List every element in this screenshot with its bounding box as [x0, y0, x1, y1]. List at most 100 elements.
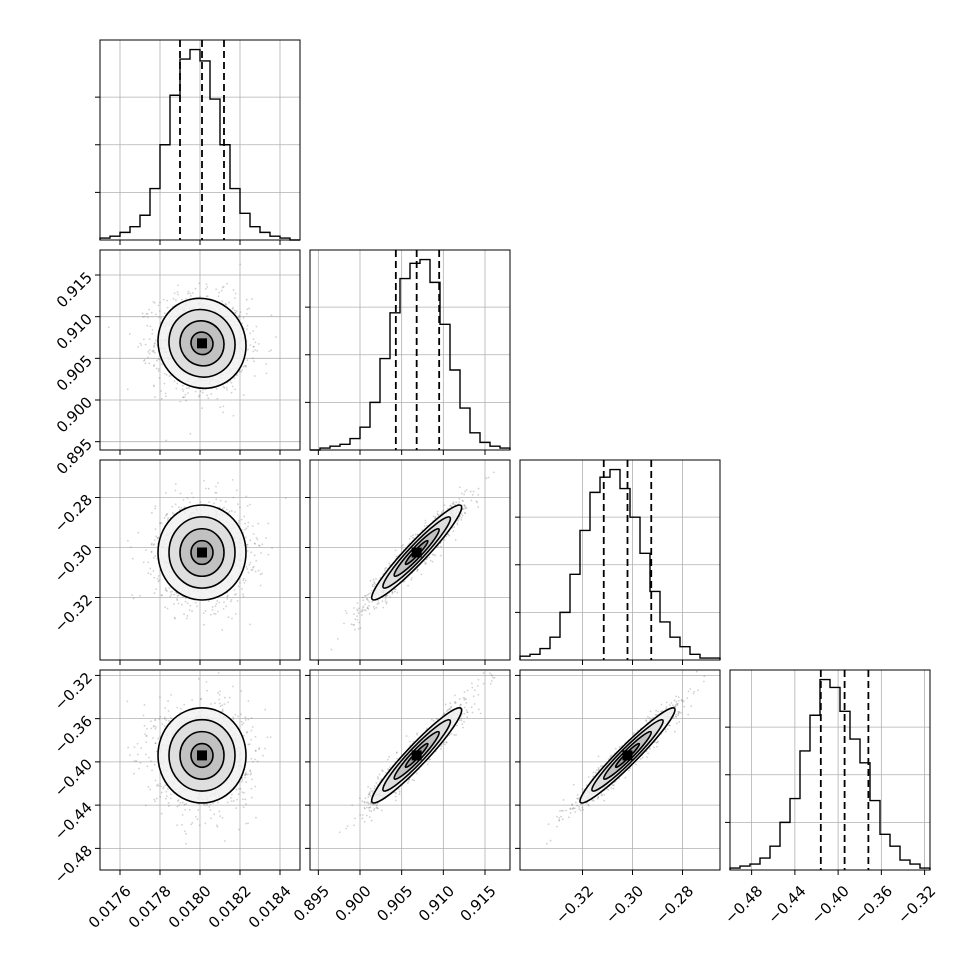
scatter-point: [175, 387, 178, 390]
density-peak: [197, 547, 207, 558]
scatter-point: [232, 414, 235, 417]
scatter-point: [154, 528, 157, 531]
scatter-point: [245, 781, 248, 784]
scatter-point: [169, 595, 172, 598]
scatter-point: [428, 556, 431, 559]
scatter-point: [245, 365, 247, 368]
scatter-point: [152, 385, 155, 388]
scatter-point: [373, 608, 376, 610]
scatter-point: [179, 508, 181, 511]
scatter-point: [164, 707, 167, 709]
scatter-point: [129, 546, 132, 549]
scatter-point: [414, 533, 417, 536]
scatter-point: [412, 534, 414, 537]
scatter-point: [423, 525, 426, 527]
scatter-point: [439, 554, 442, 557]
scatter-point: [410, 535, 412, 538]
scatter-point: [217, 481, 219, 484]
scatter-point: [164, 588, 167, 591]
scatter-point: [270, 314, 273, 317]
scatter-point: [242, 579, 245, 582]
scatter-point: [165, 790, 168, 793]
scatter-point: [402, 544, 404, 546]
scatter-point: [164, 395, 167, 398]
scatter-point: [403, 580, 406, 583]
scatter-point: [470, 499, 473, 502]
scatter-point: [226, 598, 229, 600]
scatter-point: [239, 263, 242, 266]
scatter-point: [177, 602, 180, 605]
scatter-point: [434, 517, 436, 519]
scatter-point: [221, 816, 224, 819]
scatter-point: [250, 729, 253, 732]
scatter-point: [245, 566, 248, 568]
scatter-point: [252, 346, 255, 348]
scatter-point: [142, 561, 145, 564]
scatter-point: [128, 754, 131, 756]
scatter-point: [396, 591, 399, 594]
scatter-point: [384, 597, 387, 600]
scatter-point: [176, 598, 178, 600]
scatter-point: [246, 550, 249, 552]
scatter-point: [460, 492, 463, 495]
scatter-point: [425, 558, 428, 561]
scatter-point: [150, 543, 153, 546]
scatter-point: [202, 389, 204, 391]
scatter-point: [221, 507, 224, 510]
scatter-point: [254, 341, 257, 344]
scatter-point: [152, 365, 155, 367]
scatter-point: [211, 606, 214, 608]
scatter-point: [177, 293, 179, 296]
scatter-point: [161, 594, 164, 597]
scatter-point: [222, 385, 225, 388]
scatter-point: [174, 503, 177, 506]
scatter-point: [241, 368, 244, 371]
scatter-point: [446, 507, 449, 510]
scatter-point: [215, 387, 218, 390]
scatter-point: [230, 793, 233, 796]
scatter-point: [271, 547, 273, 549]
scatter-point: [391, 591, 394, 594]
scatter-point: [213, 612, 215, 615]
panel-frame: [309, 459, 511, 661]
scatter-point: [166, 299, 169, 302]
scatter-point: [330, 648, 333, 651]
scatter-point: [221, 704, 224, 707]
scatter-point: [157, 536, 160, 539]
scatter-point: [160, 812, 163, 815]
scatter-point: [242, 394, 245, 396]
scatter-point: [157, 784, 160, 787]
scatter-point: [254, 542, 257, 545]
scatter-point: [210, 393, 213, 395]
scatter-point: [198, 282, 201, 285]
scatter-point: [217, 671, 220, 674]
scatter-point: [284, 497, 287, 500]
scatter-point: [382, 572, 384, 575]
scatter-point: [165, 439, 168, 442]
y-tick-label: 0.915: [53, 268, 96, 311]
scatter-point: [170, 593, 173, 596]
scatter-point: [358, 607, 360, 610]
scatter-point: [191, 292, 194, 294]
scatter-point: [250, 772, 252, 775]
histogram-outline: [99, 48, 300, 241]
scatter-point: [155, 784, 158, 787]
scatter-point: [218, 601, 221, 604]
scatter-point: [247, 525, 249, 528]
scatter-point: [206, 394, 209, 397]
scatter-point: [203, 479, 205, 482]
scatter-point: [197, 809, 200, 811]
y-tick-label: −0.32: [51, 591, 96, 636]
scatter-point: [253, 375, 256, 377]
scatter-point: [426, 524, 429, 527]
scatter-point: [156, 537, 159, 540]
scatter-point: [465, 507, 468, 510]
scatter-point: [202, 612, 205, 614]
scatter-point: [364, 609, 367, 612]
scatter-point: [177, 284, 179, 287]
scatter-point: [183, 396, 186, 399]
scatter-point: [191, 699, 194, 701]
scatter-point: [211, 608, 214, 611]
scatter-point: [233, 589, 236, 591]
scatter-point: [160, 317, 163, 319]
